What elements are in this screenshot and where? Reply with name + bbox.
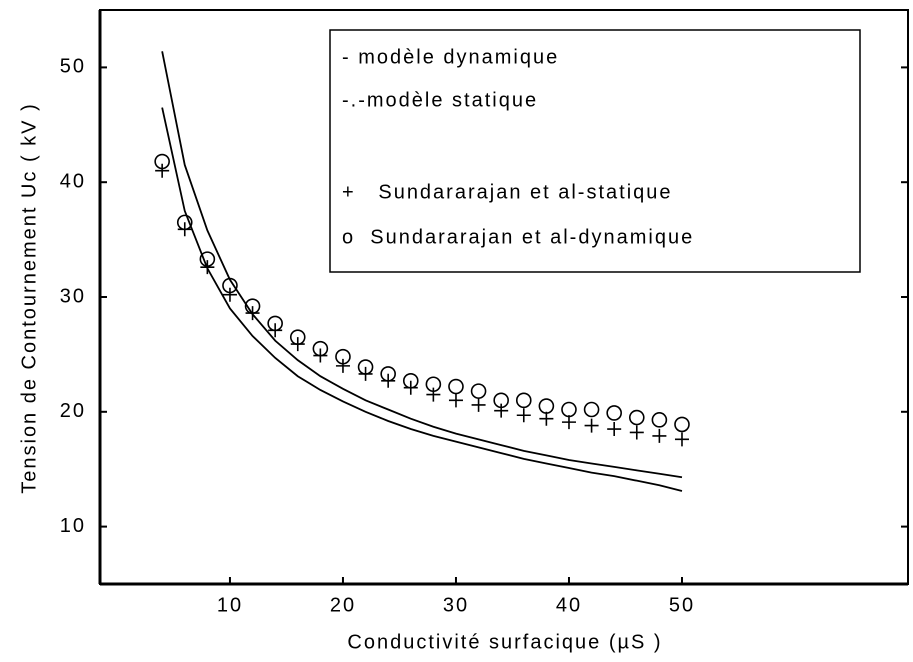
plus-marker bbox=[448, 393, 463, 408]
plus-marker bbox=[584, 418, 599, 433]
circle-marker bbox=[470, 383, 487, 399]
plus-marker bbox=[494, 403, 509, 418]
circle-marker bbox=[335, 348, 351, 365]
plus-marker bbox=[561, 415, 576, 430]
plus-marker bbox=[629, 425, 644, 440]
x-tick-label: 50 bbox=[669, 594, 695, 616]
plus-marker bbox=[200, 260, 215, 275]
y-tick-label: 10 bbox=[60, 515, 86, 537]
plus-marker bbox=[426, 387, 441, 402]
x-tick-label: 40 bbox=[556, 594, 582, 616]
circle-marker bbox=[222, 277, 238, 294]
circle-marker bbox=[448, 378, 464, 395]
plus-marker bbox=[607, 422, 622, 437]
circle-marker bbox=[380, 366, 396, 382]
plus-marker bbox=[335, 358, 350, 373]
plus-marker bbox=[155, 163, 170, 178]
circle-marker bbox=[357, 359, 374, 375]
plus-marker bbox=[539, 411, 554, 426]
x-axis-label: Conductivité surfacique (µS ) bbox=[347, 631, 662, 653]
circle-marker bbox=[674, 416, 690, 433]
y-tick-label: 40 bbox=[60, 170, 86, 192]
circle-marker bbox=[583, 401, 600, 418]
y-tick-label: 50 bbox=[60, 56, 86, 78]
circle-marker bbox=[267, 315, 283, 332]
circle-marker bbox=[289, 329, 306, 345]
plus-marker bbox=[674, 432, 689, 447]
circle-marker bbox=[515, 392, 532, 409]
circle-marker bbox=[154, 153, 170, 170]
x-tick-label: 30 bbox=[443, 594, 469, 616]
legend-entry: + Sundararajan et al-statique bbox=[342, 181, 673, 203]
circle-marker bbox=[199, 251, 216, 267]
circle-marker bbox=[606, 405, 622, 421]
line bbox=[161, 51, 683, 479]
y-axis-label: Tension de Contournement Uc ( kV ) bbox=[18, 102, 40, 494]
circle-marker bbox=[176, 214, 193, 231]
circle-marker bbox=[628, 409, 645, 426]
y-tick-label: 20 bbox=[60, 400, 86, 422]
plus-marker bbox=[516, 408, 531, 423]
circle-marker bbox=[651, 412, 668, 428]
circle-marker bbox=[312, 340, 329, 357]
legend-entry: - modèle dynamique bbox=[342, 46, 559, 68]
x-tick-label: 10 bbox=[217, 594, 243, 616]
circle-marker bbox=[402, 373, 419, 389]
circle-marker bbox=[244, 298, 261, 314]
plus-marker bbox=[471, 397, 486, 412]
y-tick-label: 30 bbox=[60, 285, 86, 307]
plus-marker bbox=[652, 428, 667, 443]
legend-entry: -.-modèle statique bbox=[342, 89, 538, 111]
circle-marker bbox=[538, 398, 555, 414]
x-tick-label: 20 bbox=[330, 594, 356, 616]
line bbox=[161, 107, 683, 492]
plus-marker bbox=[222, 287, 237, 302]
legend-entry: o Sundararajan et al-dynamique bbox=[342, 226, 694, 248]
legend-box bbox=[329, 29, 861, 273]
circle-marker bbox=[493, 392, 509, 409]
circle-marker bbox=[425, 376, 442, 393]
circle-marker bbox=[561, 401, 577, 418]
